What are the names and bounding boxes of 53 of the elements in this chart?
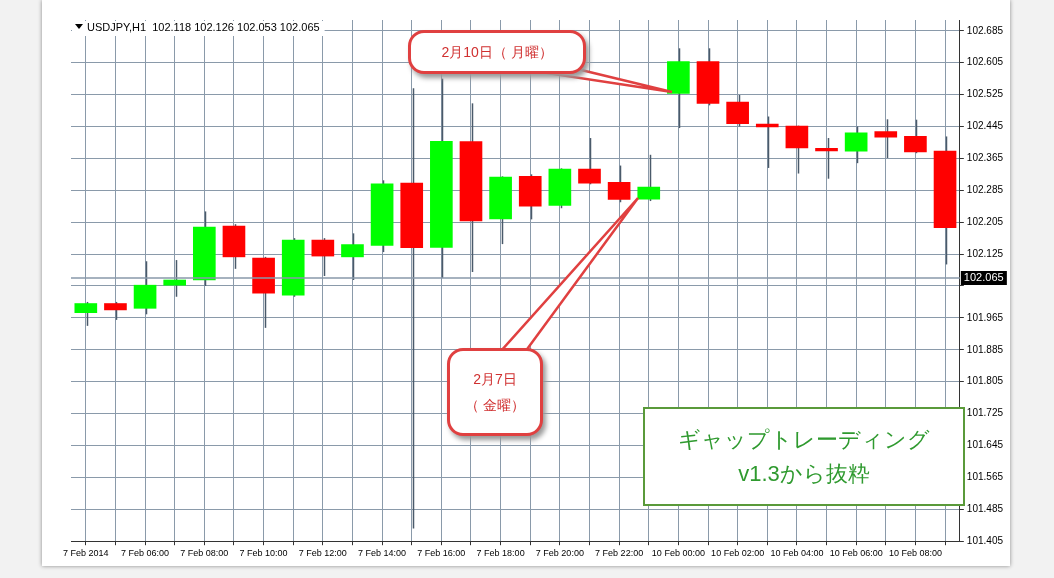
x-tick-label: 7 Feb 10:00 (239, 548, 288, 559)
candlestick (637, 154, 661, 202)
y-tick-label: 102.685 (966, 24, 1004, 36)
candlestick (607, 164, 631, 203)
x-tick-label: 7 Feb 20:00 (535, 548, 584, 559)
y-tick-label: 101.725 (966, 407, 1004, 419)
x-tick-label: 7 Feb 2014 (63, 548, 109, 559)
annotation: 2月7日 (472, 370, 518, 389)
annotation: 2月10日（ 月曜） (441, 43, 553, 62)
y-tick-label: 101.965 (966, 311, 1004, 323)
candlestick (874, 118, 898, 159)
speech-bubble: 2月10日（ 月曜） (408, 30, 586, 74)
y-tick-label: 102.285 (966, 184, 1004, 196)
y-tick-label: 101.485 (966, 503, 1004, 515)
y-tick-label: 102.365 (966, 152, 1004, 164)
x-tick-label: 7 Feb 16:00 (417, 548, 466, 559)
y-tick-label: 101.405 (966, 534, 1004, 546)
candlestick (133, 260, 157, 316)
y-tick-label: 101.565 (966, 471, 1004, 483)
x-tick-label: 7 Feb 12:00 (298, 548, 347, 559)
candlestick (578, 137, 601, 186)
x-tick-label: 10 Feb 06:00 (829, 548, 883, 559)
x-tick-label: 7 Feb 08:00 (180, 548, 229, 559)
chart-title: USDJPY,H1 102.118 102.126 102.053 102.065 (87, 21, 320, 34)
x-tick-label: 10 Feb 08:00 (888, 548, 942, 559)
candlestick (311, 237, 335, 277)
y-tick-label: 102.205 (966, 215, 1004, 227)
y-tick-label: 102.605 (966, 56, 1004, 68)
x-tick-label: 10 Feb 04:00 (770, 548, 824, 559)
y-tick-label: 101.645 (966, 439, 1004, 451)
text-box: ギャップトレーディング v1.3から抜粋 (643, 407, 965, 506)
y-tick-label: 101.885 (966, 343, 1004, 355)
y-tick-label: 102.125 (966, 247, 1004, 259)
x-tick-label: 7 Feb 14:00 (358, 548, 407, 559)
candlestick (74, 301, 98, 327)
x-tick-label: 7 Feb 06:00 (121, 548, 170, 559)
y-tick-label: 102.445 (966, 120, 1004, 132)
candlestick (163, 259, 187, 298)
candlestick (341, 232, 364, 281)
x-tick-label: 7 Feb 22:00 (595, 548, 644, 559)
ref-line-label: 102.065 (963, 271, 1004, 284)
speech-bubble: 2月7日 （ 金曜） (447, 348, 543, 436)
candlestick (785, 124, 809, 175)
y-tick-label: 102.525 (966, 88, 1004, 100)
x-tick-label: 7 Feb 18:00 (476, 548, 525, 559)
candlestick (726, 94, 749, 128)
y-tick-label: 101.805 (966, 375, 1004, 387)
annotation: （ 金曜） (465, 396, 525, 415)
candlestick (844, 125, 868, 164)
candlestick (904, 118, 927, 154)
candlestick (815, 137, 838, 180)
x-tick-label: 10 Feb 02:00 (711, 548, 765, 559)
x-tick-label: 10 Feb 00:00 (651, 548, 705, 559)
